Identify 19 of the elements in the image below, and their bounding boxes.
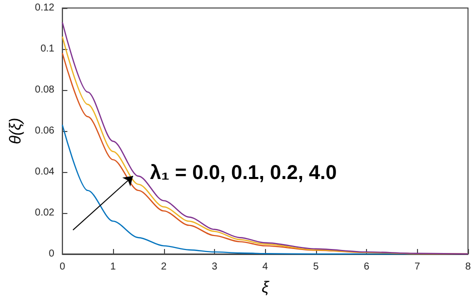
x-tick-label: 0 (60, 262, 66, 272)
y-tick-label: 0.06 (34, 126, 55, 136)
y-axis-title: θ(ξ) (8, 118, 24, 144)
x-tick-label: 7 (414, 262, 421, 272)
x-tick-label: 3 (212, 262, 218, 272)
x-tick-label: 4 (262, 262, 268, 272)
x-axis-title: ξ (262, 280, 270, 296)
y-tick-label: 0.04 (34, 166, 55, 178)
annotation: λ₁ = 0.0, 0.1, 0.2, 4.0 (150, 162, 337, 184)
y-tick-label: 0.12 (34, 2, 55, 14)
x-tick-label: 8 (465, 262, 472, 272)
x-tick-label: 6 (364, 262, 370, 272)
y-tick-label: 0 (48, 248, 55, 260)
y-tick-label: 0.1 (40, 44, 55, 54)
x-tick-label: 2 (160, 262, 167, 272)
y-tick-label: 0.08 (34, 84, 55, 96)
x-tick-label: 5 (313, 262, 320, 272)
y-tick-label: 0.02 (34, 208, 55, 218)
x-tick-label: 1 (110, 262, 116, 272)
